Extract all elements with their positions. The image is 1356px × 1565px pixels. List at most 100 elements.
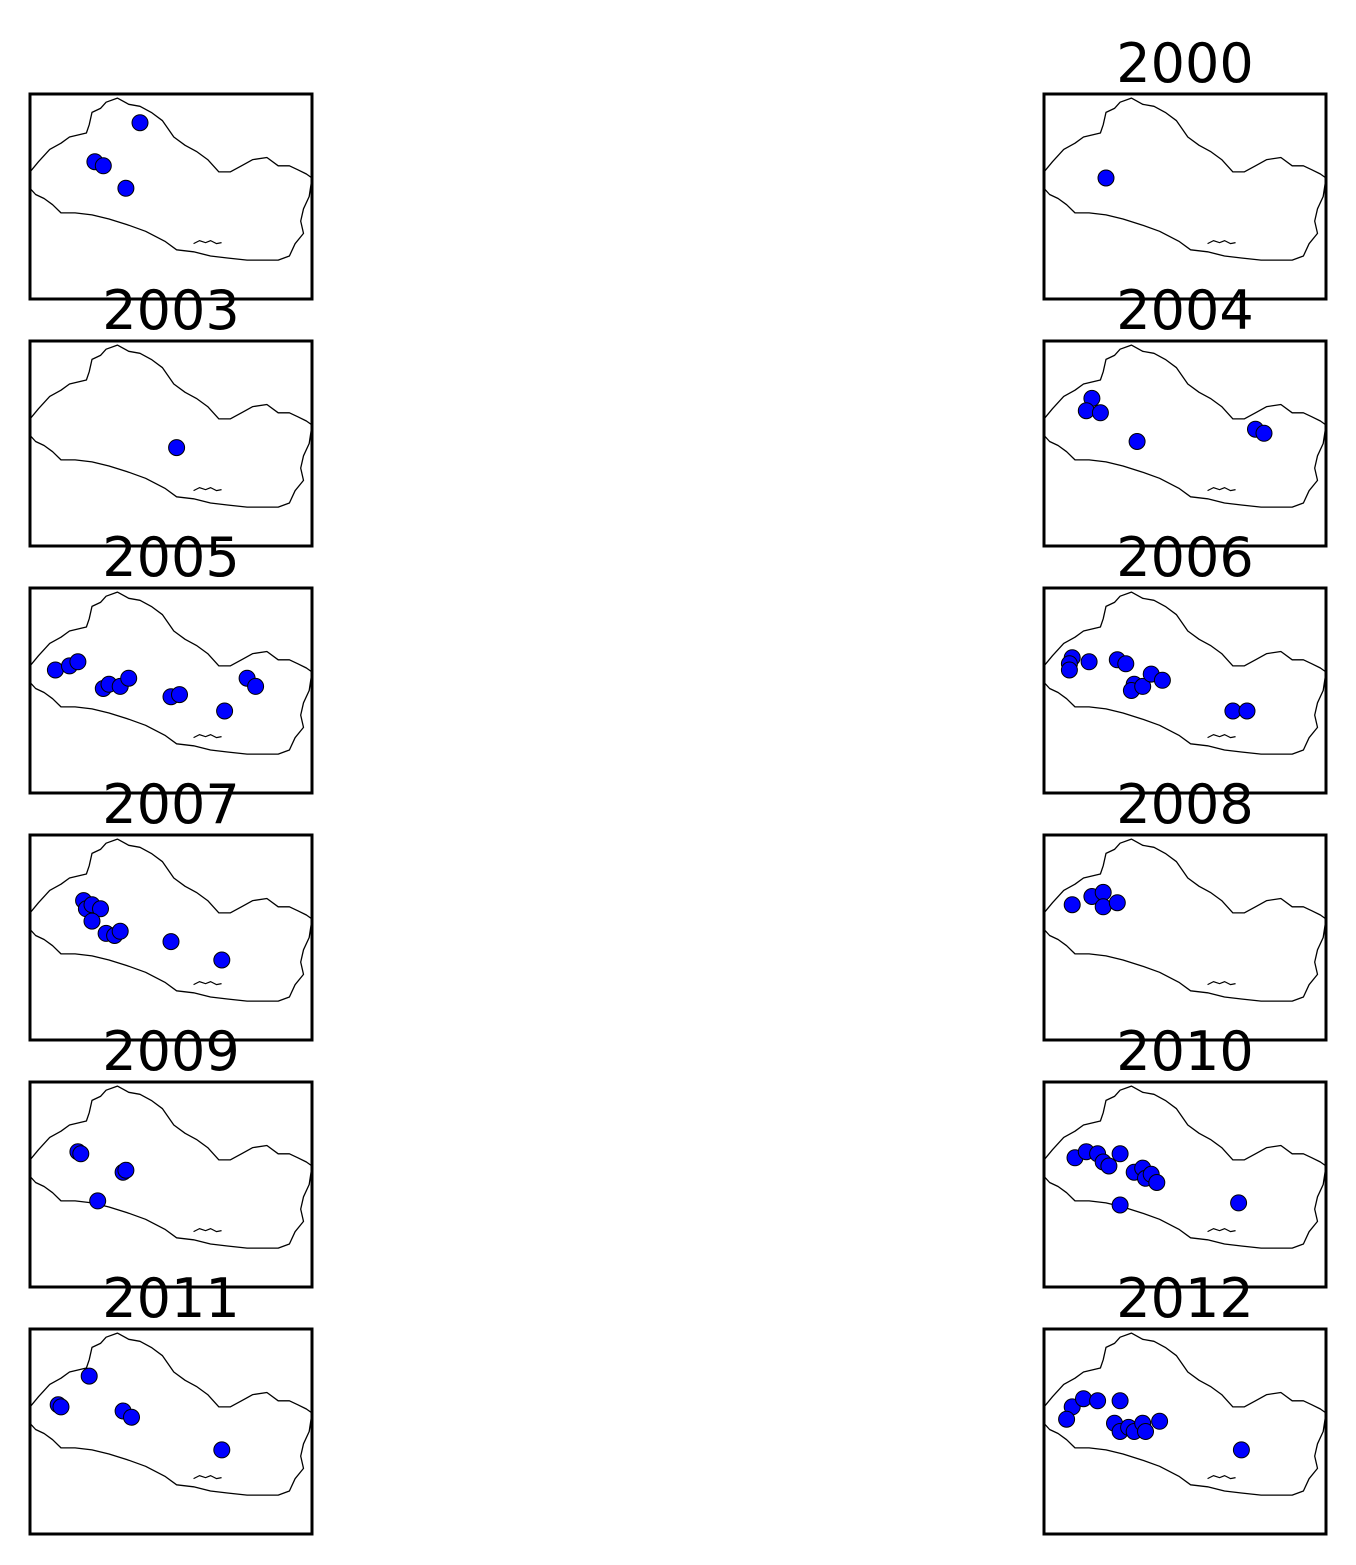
event-point	[1097, 169, 1115, 187]
panel-title: 2003	[102, 279, 239, 342]
event-point	[83, 912, 101, 930]
event-point	[46, 661, 64, 679]
coastline-detail	[1207, 1474, 1236, 1480]
event-point	[213, 951, 231, 969]
map-panel: 2005	[28, 526, 314, 795]
country-outline	[29, 838, 313, 1002]
event-point	[123, 1408, 140, 1426]
coastline-detail	[1207, 1227, 1236, 1233]
panel-title: 2008	[1116, 773, 1253, 836]
country-outline	[29, 591, 313, 755]
event-point	[1077, 402, 1095, 420]
country-outline	[1043, 1332, 1327, 1496]
panel-title: 2006	[1116, 526, 1253, 589]
panel-title: 2009	[102, 1020, 239, 1083]
panel-frame	[1042, 586, 1328, 795]
event-point	[1108, 894, 1126, 912]
event-point	[72, 1145, 90, 1163]
country-outline	[1043, 97, 1327, 261]
panel-frame	[28, 1080, 314, 1289]
panel-title: 2011	[102, 1267, 239, 1330]
map-panel: 2011	[28, 1267, 314, 1536]
event-point	[1238, 702, 1256, 720]
map-panel: 2000	[1042, 32, 1328, 301]
event-point	[1151, 1412, 1169, 1430]
event-point	[1100, 1157, 1118, 1175]
event-point	[213, 1441, 231, 1459]
event-point	[1232, 1441, 1250, 1459]
country-outline	[29, 344, 313, 508]
event-point	[1117, 655, 1135, 673]
coastline-detail	[1207, 980, 1236, 986]
event-point	[216, 702, 234, 720]
event-point	[1091, 404, 1109, 422]
event-point	[80, 1367, 98, 1385]
panel-frame	[1042, 92, 1328, 301]
event-point	[117, 179, 135, 197]
panel-title: 2012	[1116, 1267, 1253, 1330]
event-point	[171, 686, 188, 704]
coastline-detail	[1207, 733, 1236, 739]
panel-frame	[1042, 339, 1328, 548]
panel-frame	[28, 1327, 314, 1536]
event-point	[1111, 1196, 1129, 1214]
panel-title: 2007	[102, 773, 239, 836]
event-point	[1153, 671, 1171, 689]
panel-frame	[1042, 833, 1328, 1042]
map-panel: 2009	[28, 1020, 314, 1289]
event-point	[1089, 1392, 1107, 1410]
coastline-detail	[1207, 486, 1236, 492]
country-outline	[1043, 591, 1327, 755]
event-point	[1060, 661, 1078, 679]
map-panel: 2007	[28, 773, 314, 1042]
country-outline	[1043, 1085, 1327, 1249]
country-outline	[29, 97, 313, 261]
panel-frame	[1042, 1080, 1328, 1289]
event-point	[247, 677, 265, 695]
event-point	[1128, 433, 1146, 450]
event-point	[1080, 653, 1098, 671]
coastline-detail	[193, 733, 222, 739]
country-outline	[29, 1085, 313, 1249]
coastline-detail	[1207, 239, 1236, 245]
map-panel: 2003	[28, 279, 314, 548]
panel-title: 2000	[1116, 32, 1253, 95]
event-point	[92, 900, 109, 918]
country-outline	[1043, 838, 1327, 1002]
event-point	[1063, 896, 1081, 914]
country-outline	[1043, 344, 1327, 508]
event-point	[1137, 1423, 1154, 1440]
event-point	[89, 1192, 107, 1210]
event-point	[69, 653, 87, 671]
map-panel: 2006	[1042, 526, 1328, 795]
event-point	[168, 439, 186, 457]
coastline-detail	[193, 239, 222, 245]
event-point	[111, 922, 129, 940]
event-point	[1255, 424, 1273, 442]
event-point	[131, 114, 149, 132]
panel-title: 2004	[1116, 279, 1253, 342]
event-point	[117, 1161, 135, 1179]
coastline-detail	[193, 486, 222, 492]
event-point	[1111, 1145, 1129, 1163]
event-point	[120, 669, 138, 687]
map-panel: 2004	[1042, 279, 1328, 548]
map-panel: 2008	[1042, 773, 1328, 1042]
map-panel	[28, 92, 314, 301]
map-panel: 2010	[1042, 1020, 1328, 1289]
event-point	[1111, 1392, 1129, 1410]
map-panel: 2012	[1042, 1267, 1328, 1536]
panel-frame	[1042, 1327, 1328, 1536]
event-point	[1134, 677, 1152, 695]
event-point	[94, 157, 112, 175]
event-point	[1094, 883, 1112, 901]
coastline-detail	[193, 1227, 222, 1233]
event-point	[1058, 1410, 1076, 1428]
event-point	[162, 933, 180, 951]
event-point	[1230, 1194, 1248, 1212]
coastline-detail	[193, 1474, 222, 1480]
country-outline	[29, 1332, 313, 1496]
panel-title: 2005	[102, 526, 239, 589]
panel-frame	[28, 92, 314, 301]
